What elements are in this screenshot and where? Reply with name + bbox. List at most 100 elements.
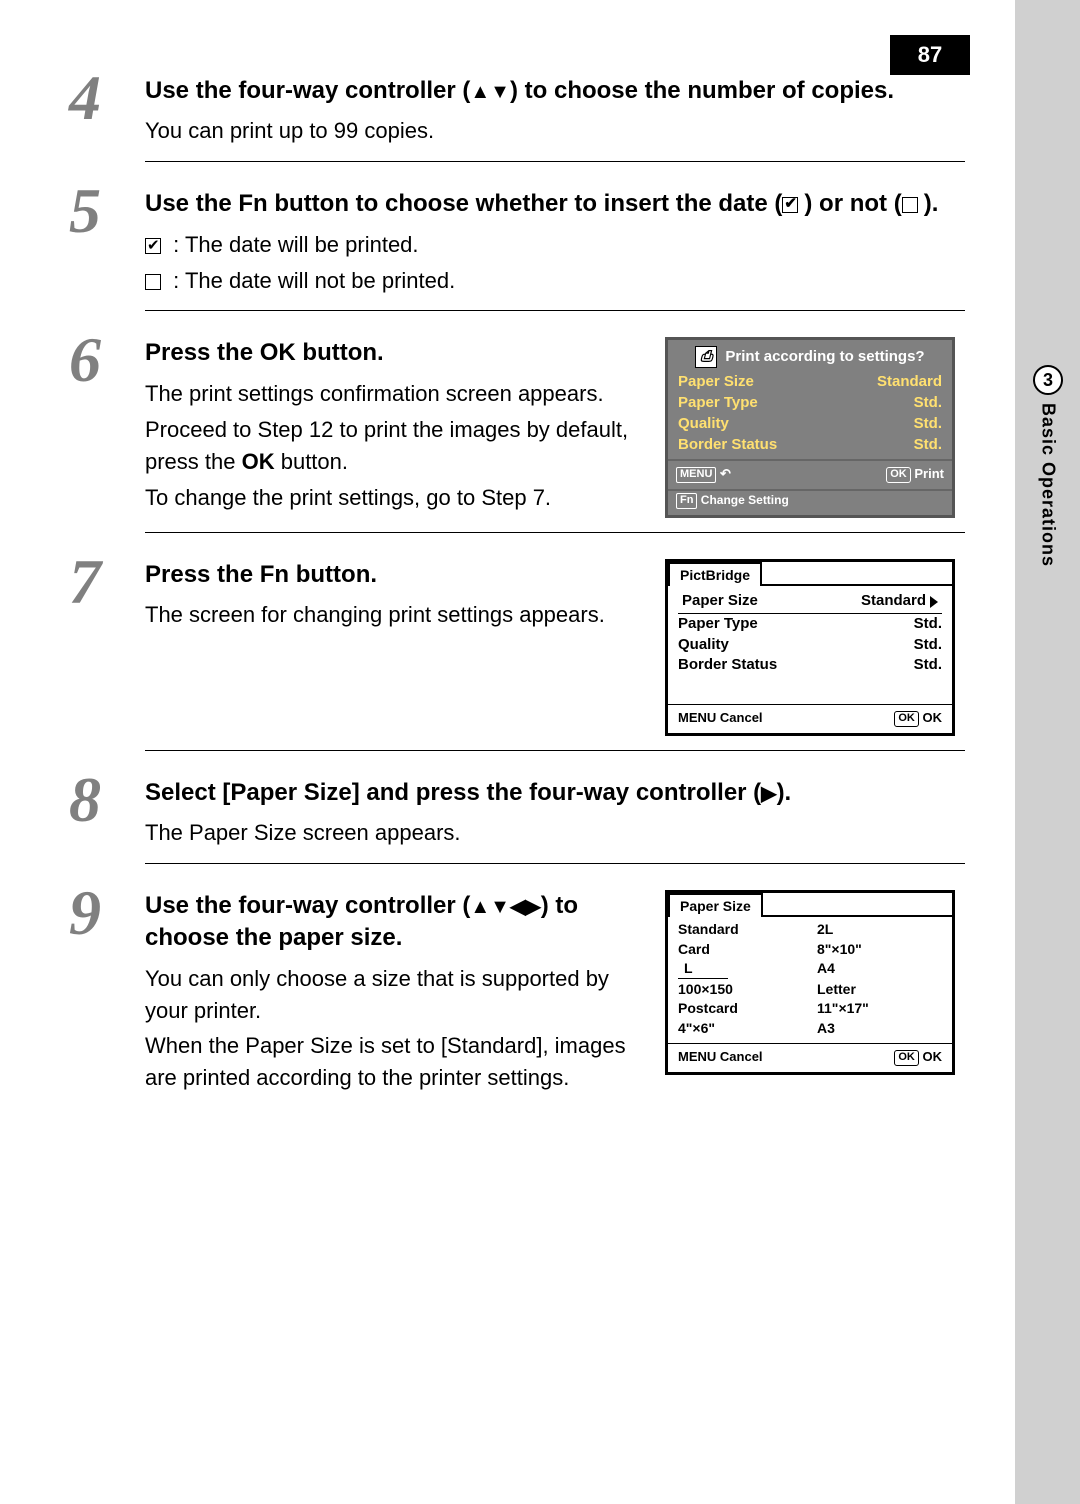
right-arrow-icon: ▶ xyxy=(761,783,776,805)
menu-badge: MENU xyxy=(678,1049,716,1064)
step-body: The print settings confirmation screen a… xyxy=(145,378,645,514)
text: ) or not ( xyxy=(804,190,901,217)
text: OK xyxy=(923,710,943,725)
step-4: 4 Use the four-way controller (▲▼) to ch… xyxy=(85,75,965,162)
text: The Paper Size screen appears. xyxy=(145,817,965,849)
text: Cancel xyxy=(720,1049,763,1064)
lcd-title: Print according to settings? xyxy=(725,348,924,367)
lcd-value: Std. xyxy=(914,636,942,655)
step-number: 6 xyxy=(69,323,101,397)
paper-size-option: 11"×17" xyxy=(817,1000,942,1018)
step-body: : The date will be printed. : The date w… xyxy=(145,229,965,297)
paper-size-option: Standard xyxy=(678,921,803,939)
chapter-title: Basic Operations xyxy=(1038,403,1059,567)
chapter-number: 3 xyxy=(1033,365,1063,395)
step-5: 5 Use the Fn button to choose whether to… xyxy=(85,188,965,311)
step-body: The screen for changing print settings a… xyxy=(145,599,645,631)
lcd-label: Border Status xyxy=(678,656,777,675)
text: ). xyxy=(924,190,939,217)
step-8: 8 Select [Paper Size] and press the four… xyxy=(85,777,965,864)
text: button. xyxy=(296,339,384,366)
step-number: 7 xyxy=(69,545,101,619)
text: button to choose whether to insert the d… xyxy=(268,190,783,217)
side-tab xyxy=(1015,0,1080,1504)
text: When the Paper Size is set to [Standard]… xyxy=(145,1030,645,1094)
paper-size-option: Card xyxy=(678,941,803,959)
ok-badge: OK xyxy=(894,711,919,727)
lcd-value: Std. xyxy=(914,436,942,455)
paper-size-option: 8"×10" xyxy=(817,941,942,959)
lcd-label: Paper Type xyxy=(678,615,758,634)
lcd-print-confirm: ⎙ Print according to settings? Paper Siz… xyxy=(665,337,965,517)
paper-size-option: Letter xyxy=(817,981,942,999)
page-content: 4 Use the four-way controller (▲▼) to ch… xyxy=(85,75,965,1098)
checkbox-empty-icon xyxy=(145,274,161,290)
chapter-marker: 3 Basic Operations xyxy=(1031,365,1065,567)
text: Print xyxy=(914,466,944,481)
lcd-label: Paper Size xyxy=(682,592,758,611)
text: Proceed to Step 12 to print the images b… xyxy=(145,417,628,474)
text: The date will not be printed. xyxy=(185,268,455,293)
four-way-arrows-icon: ▲▼◀▶ xyxy=(470,896,540,918)
step-heading: Press the Fn button. xyxy=(145,559,645,591)
right-arrow-icon xyxy=(930,596,938,608)
step-7: 7 Press the Fn button. The screen for ch… xyxy=(85,559,965,751)
text: OK xyxy=(923,1049,943,1064)
text: Press the xyxy=(145,339,260,366)
lcd-label: Border Status xyxy=(678,436,777,455)
text: You can print up to 99 copies. xyxy=(145,115,965,147)
paper-size-option: 4"×6" xyxy=(678,1020,803,1038)
lcd-value: Standard xyxy=(877,373,942,392)
up-down-arrow-icon: ▲▼ xyxy=(470,81,510,103)
text: button. xyxy=(275,449,348,474)
lcd-label: Paper Type xyxy=(678,394,758,413)
step-number: 9 xyxy=(69,876,101,950)
lcd-paper-size: Paper Size Standard2LCard8"×10"LA4100×15… xyxy=(665,890,965,1098)
ok-button-label: OK xyxy=(260,339,296,366)
checkbox-checked-icon xyxy=(782,197,798,213)
text: The print settings confirmation screen a… xyxy=(145,378,645,410)
text: button. xyxy=(289,561,377,588)
step-heading: Use the Fn button to choose whether to i… xyxy=(145,188,965,220)
lcd-value: Std. xyxy=(914,415,942,434)
menu-badge: MENU xyxy=(678,710,716,725)
checkbox-checked-icon xyxy=(145,238,161,254)
text: Use the four-way controller ( xyxy=(145,892,470,919)
step-heading: Use the four-way controller (▲▼◀▶) to ch… xyxy=(145,890,645,955)
step-number: 5 xyxy=(69,174,101,248)
back-icon: ↶ xyxy=(720,466,731,481)
menu-badge: MENU xyxy=(676,467,716,483)
text: Cancel xyxy=(720,710,763,725)
ok-button-label: OK xyxy=(242,449,275,474)
lcd-value: Std. xyxy=(914,394,942,413)
paper-size-option: 100×150 xyxy=(678,981,803,999)
lcd-tab: PictBridge xyxy=(668,562,762,587)
paper-size-option: L xyxy=(678,960,728,979)
text: ) to choose the number of copies. xyxy=(510,77,894,104)
text: The date will be printed. xyxy=(185,232,419,257)
text: Use the xyxy=(145,190,238,217)
lcd-pictbridge: PictBridge Paper Size Standard Paper Typ… xyxy=(665,559,965,736)
text: To change the print settings, go to Step… xyxy=(145,482,645,514)
step-6: 6 Press the OK button. The print setting… xyxy=(85,337,965,532)
fn-button-label: Fn xyxy=(238,190,267,217)
step-number: 4 xyxy=(69,61,101,135)
paper-size-option: Postcard xyxy=(678,1000,803,1018)
text: Select [Paper Size] and press the four-w… xyxy=(145,779,761,806)
lcd-label: Quality xyxy=(678,415,729,434)
step-body: You can print up to 99 copies. xyxy=(145,115,965,147)
text: The screen for changing print settings a… xyxy=(145,599,645,631)
step-body: You can only choose a size that is suppo… xyxy=(145,963,645,1095)
step-9: 9 Use the four-way controller (▲▼◀▶) to … xyxy=(85,890,965,1098)
text: Change Setting xyxy=(701,493,789,507)
lcd-value: Std. xyxy=(914,615,942,634)
lcd-value: Standard xyxy=(861,592,926,611)
page-number: 87 xyxy=(890,35,970,75)
checkbox-empty-icon xyxy=(902,197,918,213)
lcd-label: Paper Size xyxy=(678,373,754,392)
step-heading: Select [Paper Size] and press the four-w… xyxy=(145,777,965,809)
step-heading: Use the four-way controller (▲▼) to choo… xyxy=(145,75,965,107)
text: Use the four-way controller ( xyxy=(145,77,470,104)
paper-size-option: A3 xyxy=(817,1020,942,1038)
text: Press the xyxy=(145,561,260,588)
